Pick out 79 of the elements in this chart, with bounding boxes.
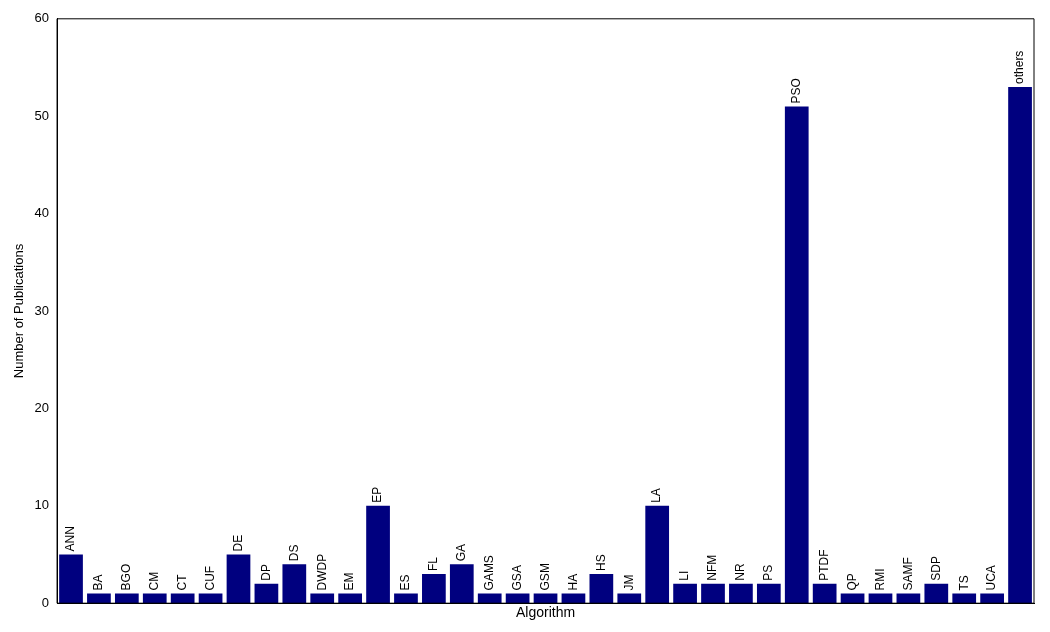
bar [87, 593, 111, 604]
x-tick-label: LA [649, 488, 664, 503]
x-tick-label: SAMF [900, 557, 915, 591]
x-tick-label: BA [91, 574, 106, 591]
bar [756, 583, 781, 604]
x-tick-label: PS [761, 564, 776, 581]
y-tick-label: 30 [34, 302, 50, 318]
bar [198, 593, 223, 604]
x-tick-label: RMI [872, 568, 887, 591]
x-tick-label: GAMS [482, 555, 497, 591]
y-axis-title: Number of Publications [11, 243, 27, 379]
x-tick-label: ES [398, 574, 413, 591]
x-tick-label: QP [844, 573, 859, 591]
bar [170, 593, 195, 604]
bar [338, 593, 363, 604]
bar [561, 593, 586, 604]
x-tick-label: DP [258, 564, 273, 581]
bar [589, 573, 614, 604]
x-tick-label: DWDP [314, 553, 329, 591]
y-tick-label: 60 [34, 10, 50, 26]
bar [366, 505, 390, 604]
bar [394, 593, 418, 604]
x-tick-label: NR [733, 563, 748, 581]
bar [784, 106, 809, 604]
x-tick-label: GA [454, 543, 469, 562]
x-tick-label: DS [286, 544, 301, 562]
x-tick-label: CM [147, 571, 162, 591]
x-tick-label: CUF [202, 565, 217, 591]
bar [924, 583, 949, 604]
x-tick-label: EM [342, 572, 357, 591]
x-tick-label: GSM [537, 563, 552, 591]
x-tick-label: HA [565, 573, 580, 591]
x-tick-label: PSO [789, 78, 804, 104]
x-tick-label: PTDF [816, 549, 831, 581]
bar [896, 593, 921, 604]
bar [533, 593, 558, 604]
x-tick-label: NFM [705, 554, 720, 581]
bar [282, 564, 307, 604]
x-tick-label: LI [677, 570, 692, 581]
x-tick-label: others [1012, 50, 1027, 84]
x-tick-label: ANN [63, 526, 78, 552]
x-tick-label: GSA [509, 565, 524, 591]
bar [868, 593, 893, 604]
bar [142, 593, 167, 604]
x-tick-label: SDP [928, 556, 943, 581]
x-tick-label: TS [956, 575, 971, 591]
bar [505, 593, 530, 604]
bar [952, 593, 977, 604]
bar [477, 593, 502, 604]
x-axis-title: Algorithm [515, 604, 576, 621]
bar [840, 593, 865, 604]
bar [812, 583, 837, 604]
x-tick-label: UCA [984, 565, 999, 591]
bar [226, 554, 251, 604]
bar [701, 583, 725, 604]
bar [729, 583, 753, 604]
y-tick-label: 40 [34, 205, 50, 221]
bar [673, 583, 697, 604]
x-tick-label: CT [174, 573, 189, 591]
bar [114, 593, 139, 604]
bar [980, 593, 1004, 604]
y-tick-label: 10 [34, 497, 50, 513]
x-tick-label: HS [593, 554, 608, 571]
bar [254, 583, 279, 604]
bar [449, 564, 474, 604]
bar [310, 593, 335, 604]
x-tick-label: BGO [119, 563, 134, 591]
y-tick-label: 20 [34, 399, 50, 415]
y-tick-label: 0 [41, 594, 50, 610]
bar [617, 593, 642, 604]
x-tick-label: FL [426, 556, 441, 571]
bar [645, 505, 670, 604]
bar [422, 573, 446, 604]
x-tick-label: DE [230, 534, 245, 552]
x-tick-label: JM [621, 574, 636, 591]
bar [59, 554, 83, 604]
y-tick-label: 50 [34, 107, 50, 123]
bar [1008, 86, 1032, 604]
x-tick-label: EP [370, 486, 385, 503]
